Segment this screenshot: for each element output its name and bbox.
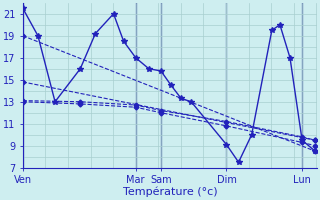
X-axis label: Température (°c): Température (°c) — [123, 187, 217, 197]
